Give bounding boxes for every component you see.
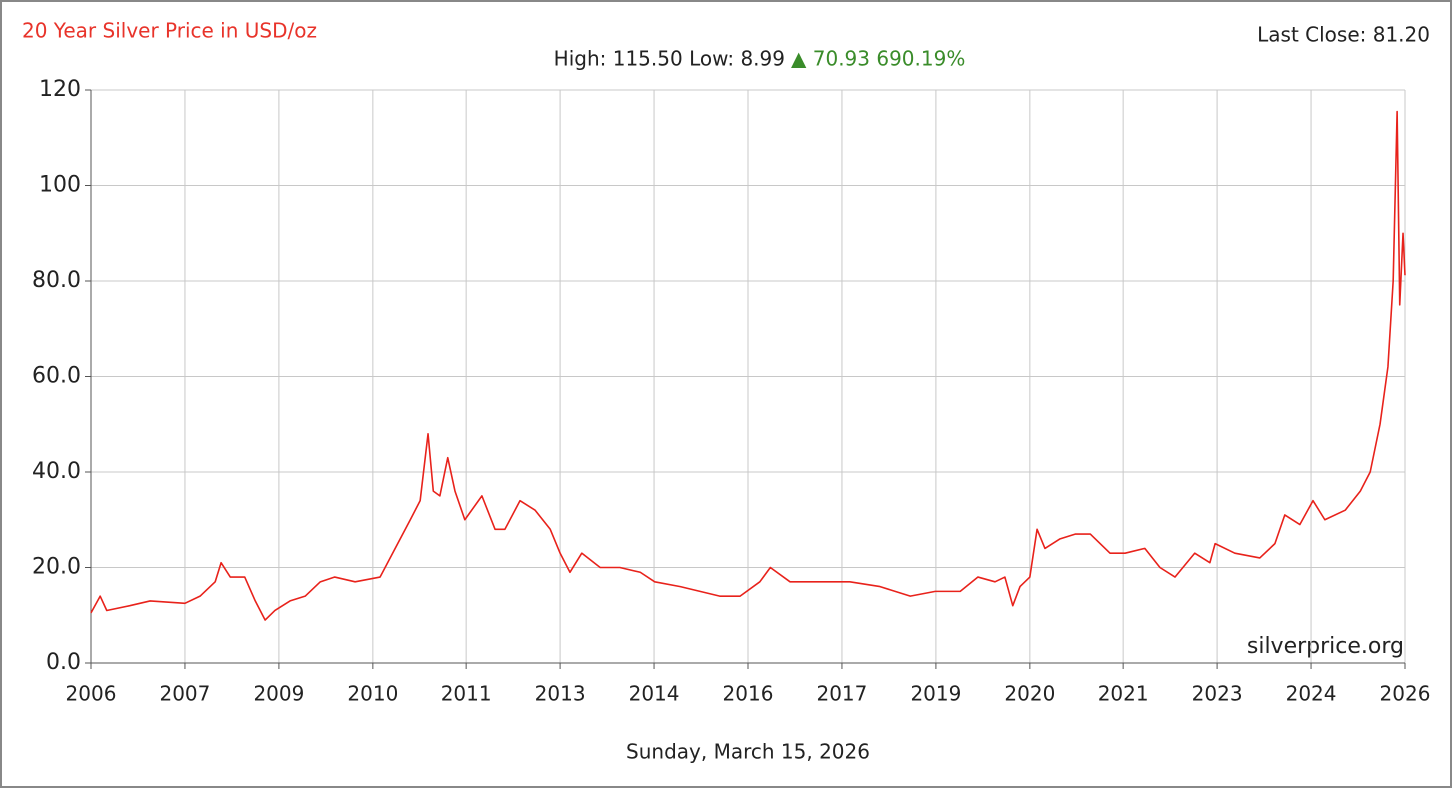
x-tick-label: 2017 <box>816 682 867 706</box>
x-tick-label: 2024 <box>1286 682 1337 706</box>
y-tick-label: 40.0 <box>32 459 81 484</box>
y-tick-label: 0.0 <box>46 650 81 675</box>
date-label: Sunday, March 15, 2026 <box>626 740 870 764</box>
x-tick-label: 2010 <box>347 682 398 706</box>
x-tick-label: 2026 <box>1380 682 1431 706</box>
summary: High: 115.50 Low: 8.99 <box>554 47 785 71</box>
x-tick-label: 2023 <box>1192 682 1243 706</box>
x-tick-label: 2021 <box>1098 682 1149 706</box>
last-close: Last Close: 81.20 <box>1257 23 1430 47</box>
chart-title: 20 Year Silver Price in USD/oz <box>22 19 317 43</box>
x-tick-label: 2011 <box>441 682 492 706</box>
x-tick-label: 2009 <box>253 682 304 706</box>
y-tick-label: 60.0 <box>32 364 81 389</box>
x-tick-label: 2013 <box>535 682 586 706</box>
change: ▲ 70.93 690.19% <box>791 47 965 71</box>
y-tick-label: 100 <box>39 173 81 198</box>
x-tick-label: 2014 <box>629 682 680 706</box>
x-tick-label: 2020 <box>1004 682 1055 706</box>
price-line <box>90 110 1406 621</box>
y-tick-label: 20.0 <box>32 555 81 580</box>
x-tick-label: 2006 <box>66 682 117 706</box>
x-tick-label: 2007 <box>159 682 210 706</box>
x-tick-label: 2016 <box>723 682 774 706</box>
y-tick-label: 80.0 <box>32 268 81 293</box>
y-tick-label: 120 <box>39 77 81 102</box>
x-tick-label: 2019 <box>910 682 961 706</box>
watermark: silverprice.org <box>1247 634 1404 659</box>
